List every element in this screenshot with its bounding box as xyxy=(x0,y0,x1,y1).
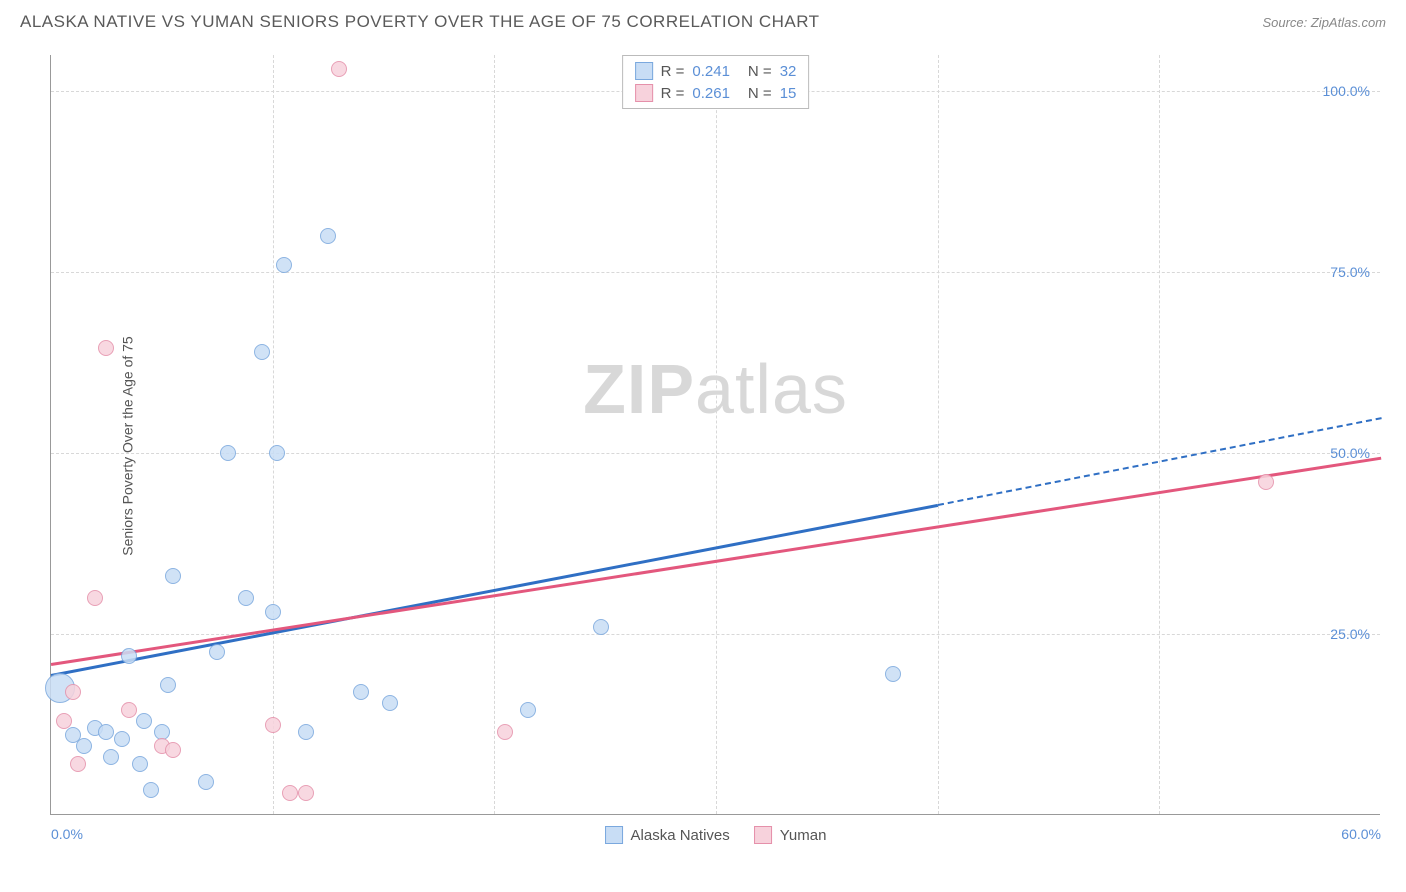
scatter-marker xyxy=(593,619,609,635)
scatter-marker xyxy=(497,724,513,740)
gridline-vertical xyxy=(1159,55,1160,814)
series-legend-label: Yuman xyxy=(780,827,827,844)
scatter-marker xyxy=(121,648,137,664)
scatter-marker xyxy=(160,677,176,693)
scatter-marker xyxy=(143,782,159,798)
scatter-marker xyxy=(220,445,236,461)
x-tick-label: 0.0% xyxy=(51,826,83,842)
scatter-marker xyxy=(520,702,536,718)
scatter-marker xyxy=(98,340,114,356)
scatter-marker xyxy=(265,604,281,620)
correlation-legend-row: R = 0.241 N = 32 xyxy=(635,60,797,82)
scatter-marker xyxy=(331,61,347,77)
gridline-vertical xyxy=(716,55,717,814)
scatter-marker xyxy=(209,644,225,660)
chart-title: ALASKA NATIVE VS YUMAN SENIORS POVERTY O… xyxy=(20,12,820,32)
watermark-rest: atlas xyxy=(695,350,848,428)
chart-header: ALASKA NATIVE VS YUMAN SENIORS POVERTY O… xyxy=(0,0,1406,40)
correlation-legend: R = 0.241 N = 32 R = 0.261 N = 15 xyxy=(622,55,810,109)
watermark-bold: ZIP xyxy=(583,350,695,428)
scatter-marker xyxy=(382,695,398,711)
y-tick-label: 100.0% xyxy=(1323,83,1370,99)
legend-swatch xyxy=(605,826,623,844)
y-tick-label: 75.0% xyxy=(1330,264,1370,280)
scatter-plot-area: ZIPatlas 25.0%50.0%75.0%100.0%0.0%60.0%R… xyxy=(50,55,1380,815)
r-value: 0.261 xyxy=(692,85,730,102)
scatter-marker xyxy=(885,666,901,682)
scatter-marker xyxy=(254,344,270,360)
scatter-marker xyxy=(76,738,92,754)
gridline-vertical xyxy=(273,55,274,814)
gridline-vertical xyxy=(938,55,939,814)
scatter-marker xyxy=(132,756,148,772)
series-legend-item: Alaska Natives xyxy=(605,826,730,844)
source-attribution: Source: ZipAtlas.com xyxy=(1262,15,1386,30)
scatter-marker xyxy=(198,774,214,790)
scatter-marker xyxy=(56,713,72,729)
gridline-vertical xyxy=(494,55,495,814)
scatter-marker xyxy=(98,724,114,740)
r-label: R = xyxy=(661,63,685,80)
scatter-marker xyxy=(165,742,181,758)
series-legend-item: Yuman xyxy=(754,826,827,844)
scatter-marker xyxy=(121,702,137,718)
scatter-marker xyxy=(165,568,181,584)
scatter-marker xyxy=(265,717,281,733)
scatter-marker xyxy=(87,590,103,606)
legend-swatch xyxy=(754,826,772,844)
correlation-legend-row: R = 0.261 N = 15 xyxy=(635,82,797,104)
scatter-marker xyxy=(65,684,81,700)
n-value: 32 xyxy=(780,63,797,80)
scatter-marker xyxy=(238,590,254,606)
scatter-marker xyxy=(282,785,298,801)
scatter-marker xyxy=(136,713,152,729)
scatter-marker xyxy=(276,257,292,273)
n-label: N = xyxy=(748,85,772,102)
r-label: R = xyxy=(661,85,685,102)
y-tick-label: 25.0% xyxy=(1330,626,1370,642)
scatter-marker xyxy=(103,749,119,765)
scatter-marker xyxy=(353,684,369,700)
x-tick-label: 60.0% xyxy=(1341,826,1381,842)
scatter-marker xyxy=(298,785,314,801)
legend-swatch xyxy=(635,62,653,80)
scatter-marker xyxy=(1258,474,1274,490)
scatter-marker xyxy=(298,724,314,740)
series-legend: Alaska Natives Yuman xyxy=(605,826,827,844)
scatter-marker xyxy=(114,731,130,747)
series-legend-label: Alaska Natives xyxy=(631,827,730,844)
r-value: 0.241 xyxy=(692,63,730,80)
n-label: N = xyxy=(748,63,772,80)
n-value: 15 xyxy=(780,85,797,102)
scatter-marker xyxy=(320,228,336,244)
scatter-marker xyxy=(269,445,285,461)
scatter-marker xyxy=(70,756,86,772)
legend-swatch xyxy=(635,84,653,102)
